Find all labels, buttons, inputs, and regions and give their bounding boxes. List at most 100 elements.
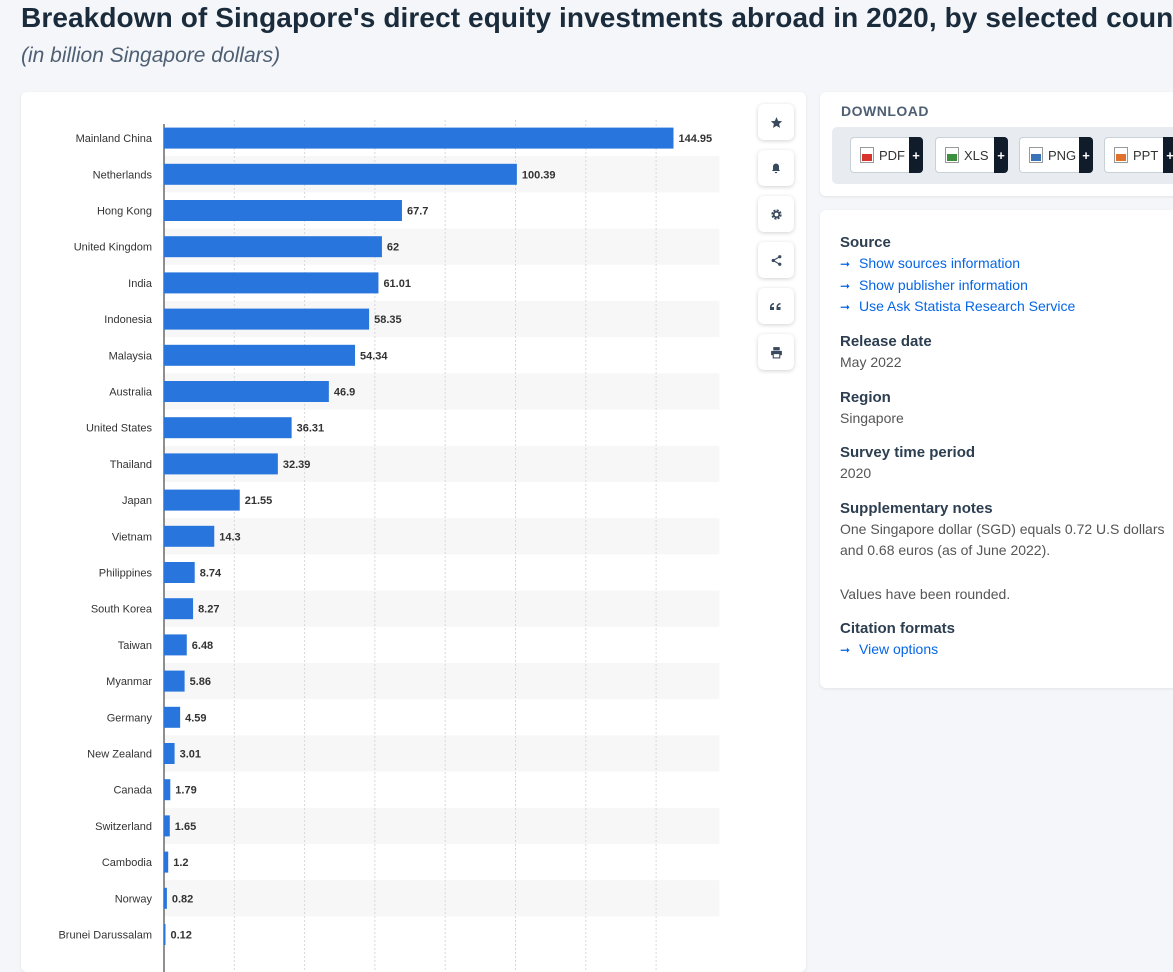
data-label: 32.39	[283, 459, 311, 471]
bar[interactable]	[164, 489, 240, 511]
view-options-link[interactable]: ➞ View options	[840, 641, 938, 657]
row-band	[164, 807, 720, 844]
row-band	[164, 663, 720, 700]
category-label: Mainland China	[76, 133, 153, 145]
release-date-heading: Release date	[840, 333, 932, 350]
notification-button[interactable]	[758, 150, 794, 186]
bar[interactable]	[164, 815, 170, 837]
category-label: Netherlands	[93, 169, 153, 181]
data-label: 21.55	[245, 495, 273, 507]
bar[interactable]	[164, 779, 171, 801]
data-label: 5.86	[190, 676, 211, 688]
download-png-button[interactable]: PNG +	[1019, 137, 1093, 173]
download-ppt-button[interactable]: PPT +	[1104, 137, 1173, 173]
bar[interactable]	[164, 598, 194, 620]
data-label: 0.12	[171, 930, 192, 942]
bar-chart: Mainland China 144.95 Netherlands 100.39 Hon…	[58, 120, 720, 972]
settings-button[interactable]	[758, 196, 794, 232]
ask-statista-link[interactable]: ➞ Use Ask Statista Research Service	[840, 298, 1075, 314]
gear-icon	[770, 208, 782, 220]
star-icon	[770, 116, 782, 128]
download-png-label: PNG	[1048, 147, 1077, 163]
bar[interactable]	[164, 706, 181, 728]
data-label: 1.79	[175, 785, 196, 797]
bar[interactable]	[164, 127, 674, 149]
bar[interactable]	[164, 417, 292, 439]
favorite-button[interactable]	[758, 104, 794, 140]
ask-statista-label: Use Ask Statista Research Service	[859, 298, 1076, 314]
xls-file-icon	[945, 147, 959, 163]
bar[interactable]	[164, 344, 356, 366]
bar[interactable]	[164, 308, 370, 330]
cite-button[interactable]	[758, 288, 794, 324]
bar[interactable]	[164, 163, 517, 185]
data-label: 61.01	[383, 278, 411, 290]
data-label: 3.01	[180, 749, 201, 761]
citation-formats-heading: Citation formats	[840, 620, 956, 637]
bar[interactable]	[164, 634, 187, 656]
show-sources-link[interactable]: ➞ Show sources information	[840, 255, 1020, 271]
download-ppt-label: PPT	[1133, 147, 1159, 163]
plus-icon: +	[1163, 137, 1173, 173]
ppt-file-icon	[1114, 147, 1128, 163]
download-pdf-button[interactable]: PDF +	[850, 137, 923, 173]
bar[interactable]	[164, 272, 379, 294]
bar[interactable]	[164, 743, 175, 764]
bar[interactable]	[164, 200, 402, 221]
row-band	[164, 518, 720, 555]
info-panel: Source ➞ Show sources information ➞ Show p…	[820, 210, 1173, 688]
region-value: Singapore	[840, 410, 904, 426]
bell-icon	[772, 163, 780, 173]
bar[interactable]	[164, 887, 167, 909]
show-publisher-label: Show publisher information	[859, 277, 1028, 293]
bar[interactable]	[164, 670, 185, 692]
show-sources-label: Show sources information	[859, 255, 1021, 271]
bar[interactable]	[164, 562, 195, 583]
category-label: Myanmar	[106, 676, 152, 688]
category-label: India	[128, 278, 153, 290]
quote-icon	[770, 303, 781, 310]
arrow-right-icon: ➞	[840, 300, 851, 314]
category-label: Hong Kong	[97, 206, 152, 218]
rounding-note: Values have been rounded.	[840, 586, 1011, 602]
bar[interactable]	[164, 525, 215, 547]
print-button[interactable]	[758, 334, 794, 370]
row-band	[164, 590, 720, 627]
category-label: Cambodia	[102, 857, 153, 869]
data-label: 8.74	[200, 568, 222, 580]
row-band	[164, 880, 720, 917]
bar[interactable]	[164, 851, 169, 873]
page-subtitle: (in billion Singapore dollars)	[21, 44, 281, 67]
data-label: 144.95	[678, 133, 712, 145]
row-band	[164, 735, 720, 772]
pdf-file-icon	[860, 147, 874, 163]
view-options-label: View options	[859, 641, 939, 657]
data-label: 4.59	[185, 712, 206, 724]
show-publisher-link[interactable]: ➞ Show publisher information	[840, 277, 1028, 293]
data-label: 6.48	[192, 640, 213, 652]
arrow-right-icon: ➞	[840, 257, 851, 271]
data-label: 8.27	[198, 604, 219, 616]
category-label: Australia	[109, 387, 153, 399]
bar[interactable]	[164, 924, 166, 945]
supplementary-notes-heading: Supplementary notes	[840, 500, 993, 517]
download-xls-button[interactable]: XLS +	[935, 137, 1008, 173]
survey-period-value: 2020	[840, 465, 872, 481]
category-label: Switzerland	[95, 821, 152, 833]
bar[interactable]	[164, 381, 329, 402]
bar[interactable]	[164, 236, 382, 258]
category-label: Philippines	[99, 568, 153, 580]
data-label: 100.39	[522, 169, 556, 181]
bar[interactable]	[164, 453, 278, 475]
category-label: Canada	[113, 785, 152, 797]
share-icon	[771, 254, 781, 266]
category-label: South Korea	[91, 604, 153, 616]
data-label: 0.82	[172, 893, 193, 905]
plus-icon: +	[994, 137, 1008, 173]
page-title: Breakdown of Singapore's direct equity i…	[21, 2, 1173, 33]
category-label: United Kingdom	[74, 242, 152, 254]
png-file-icon	[1029, 147, 1043, 163]
data-label: 54.34	[360, 350, 388, 362]
chart-card: Mainland China 144.95 Netherlands 100.39 Hon…	[21, 92, 806, 972]
share-button[interactable]	[758, 242, 794, 278]
